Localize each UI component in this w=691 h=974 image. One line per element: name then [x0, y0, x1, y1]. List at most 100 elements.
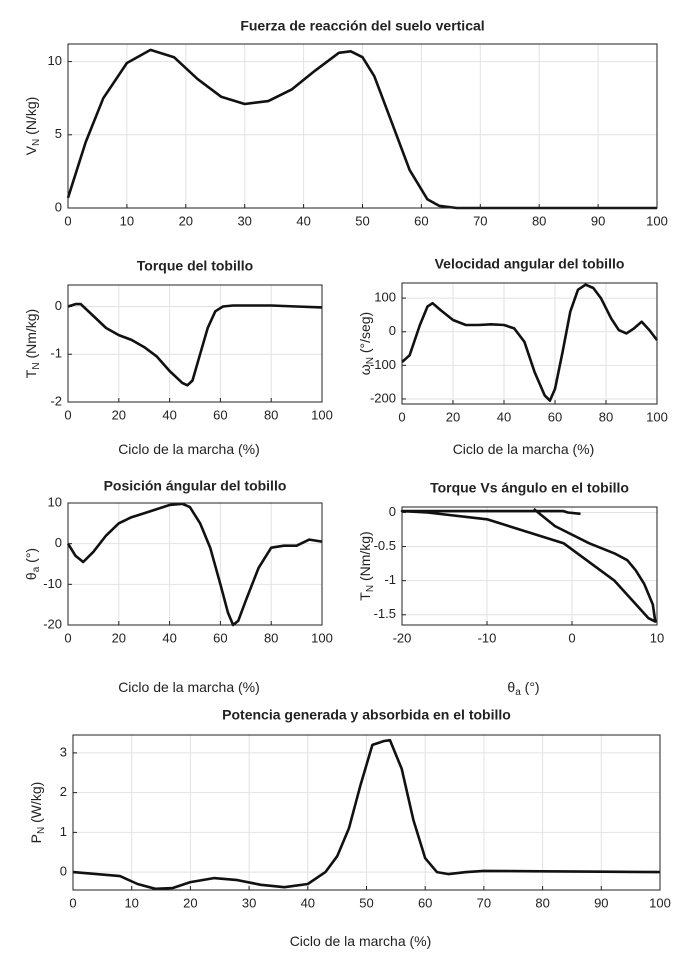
y-axis-label-sub: N [31, 139, 42, 146]
y-tick-label: 10 [48, 53, 62, 68]
y-axis-label: θa (°) [23, 548, 42, 580]
x-tick-label: 100 [646, 409, 668, 424]
x-tick-label: 40 [162, 630, 176, 645]
chart-title: Fuerza de reacción del suelo vertical [240, 18, 484, 34]
y-axis-label-sub: N [365, 585, 376, 592]
x-tick-label: 0 [64, 630, 71, 645]
x-tick-label: 10 [650, 630, 664, 645]
x-tick-label: 0 [64, 213, 71, 228]
x-tick-label: 30 [242, 895, 256, 910]
axes-box [72, 734, 661, 891]
y-tick-label: -20 [43, 616, 62, 631]
axes-box [67, 502, 323, 626]
y-axis-label: VN (N/kg) [23, 97, 42, 156]
x-axis-label-main: Ciclo de la marcha (%) [290, 933, 432, 949]
y-tick-label: 0 [389, 504, 396, 519]
x-tick-label: 60 [548, 409, 562, 424]
x-tick-label: 0 [64, 407, 71, 422]
x-tick-label: 90 [594, 895, 608, 910]
x-tick-label: 20 [112, 407, 126, 422]
x-tick-label: 70 [473, 213, 487, 228]
x-tick-label: 70 [477, 895, 491, 910]
y-axis-label: ωN (°/seg) [357, 312, 376, 375]
chart-title: Potencia generada y absorbida en el tobi… [222, 707, 511, 723]
axes-box [401, 506, 658, 626]
x-tick-label: 20 [183, 895, 197, 910]
y-axis-label-unit: (Nm/kg) [357, 531, 373, 585]
x-tick-label: 100 [646, 213, 668, 228]
y-axis-label-main: ω [357, 364, 373, 375]
y-axis-label: PN (W/kg) [28, 782, 47, 844]
x-tick-label: 100 [311, 630, 333, 645]
chart-title: Velocidad angular del tobillo [435, 256, 625, 272]
x-tick-label: 0 [398, 409, 405, 424]
data-line [401, 283, 659, 402]
plot-area [68, 285, 322, 402]
axes-box [67, 284, 323, 403]
y-axis-label-sub: N [31, 362, 42, 369]
plot-area [68, 503, 322, 625]
x-tick-label: 0 [69, 895, 76, 910]
y-axis-label-unit: (°) [23, 548, 39, 567]
x-tick-label: 60 [414, 213, 428, 228]
x-tick-label: 80 [532, 213, 546, 228]
data-line [67, 302, 323, 387]
x-axis-label-main: Ciclo de la marcha (%) [118, 679, 260, 695]
x-tick-label: 20 [179, 213, 193, 228]
y-axis-label-unit: (W/kg) [28, 782, 44, 827]
x-tick-label: 30 [237, 213, 251, 228]
plot-area [402, 283, 657, 404]
x-axis-label-main: Ciclo de la marcha (%) [453, 441, 595, 457]
y-axis-label-main: T [357, 592, 373, 601]
y-axis-label-main: θ [23, 572, 39, 580]
y-tick-label: -1 [50, 346, 62, 361]
y-tick-label: 10 [48, 494, 62, 509]
x-tick-label: 80 [535, 895, 549, 910]
y-tick-label: -2 [50, 393, 62, 408]
x-tick-label: -10 [478, 630, 497, 645]
x-tick-label: 20 [112, 630, 126, 645]
x-tick-label: 80 [264, 407, 278, 422]
y-tick-label: 100 [374, 290, 396, 305]
x-tick-label: 0 [568, 630, 575, 645]
x-axis-label: Ciclo de la marcha (%) [118, 679, 260, 695]
x-axis-label-main: θ [507, 679, 515, 695]
data-line [72, 738, 661, 891]
x-tick-label: 80 [599, 409, 613, 424]
x-tick-label: 40 [497, 409, 511, 424]
y-tick-label: -1.5 [374, 606, 396, 621]
x-tick-label: 10 [120, 213, 134, 228]
chart-title: Torque Vs ángulo en el tobillo [430, 480, 629, 496]
y-tick-label: 0 [389, 323, 396, 338]
y-axis-label: TN (Nm/kg) [357, 531, 376, 600]
y-tick-label: 0 [55, 298, 62, 313]
x-tick-label: 20 [446, 409, 460, 424]
x-tick-label: 60 [213, 630, 227, 645]
y-axis-label-sub: N [365, 357, 376, 364]
y-tick-label: 3 [60, 744, 67, 759]
x-tick-label: 90 [591, 213, 605, 228]
y-tick-label: 5 [55, 126, 62, 141]
data-line [66, 502, 323, 627]
x-axis-label-main: Ciclo de la marcha (%) [118, 441, 260, 457]
y-axis-label-sub: a [31, 566, 42, 572]
y-axis-label-unit: (Nm/kg) [23, 309, 39, 363]
plot-area [402, 507, 657, 625]
x-tick-label: 50 [355, 213, 369, 228]
x-tick-label: 100 [649, 895, 671, 910]
x-tick-label: -20 [393, 630, 412, 645]
y-tick-label: 2 [60, 784, 67, 799]
axes-box [67, 43, 658, 209]
y-tick-label: -10 [43, 576, 62, 591]
data-line [400, 507, 657, 623]
y-tick-label: 1 [60, 824, 67, 839]
axes-box [401, 282, 658, 405]
chart-title: Posición ángular del tobillo [104, 478, 287, 494]
x-tick-label: 10 [124, 895, 138, 910]
y-axis-label-main: P [28, 834, 44, 843]
x-tick-label: 60 [418, 895, 432, 910]
y-axis-label-main: V [23, 145, 39, 155]
y-axis-label: TN (Nm/kg) [23, 309, 42, 378]
x-tick-label: 80 [264, 630, 278, 645]
y-tick-label: 0 [55, 199, 62, 214]
